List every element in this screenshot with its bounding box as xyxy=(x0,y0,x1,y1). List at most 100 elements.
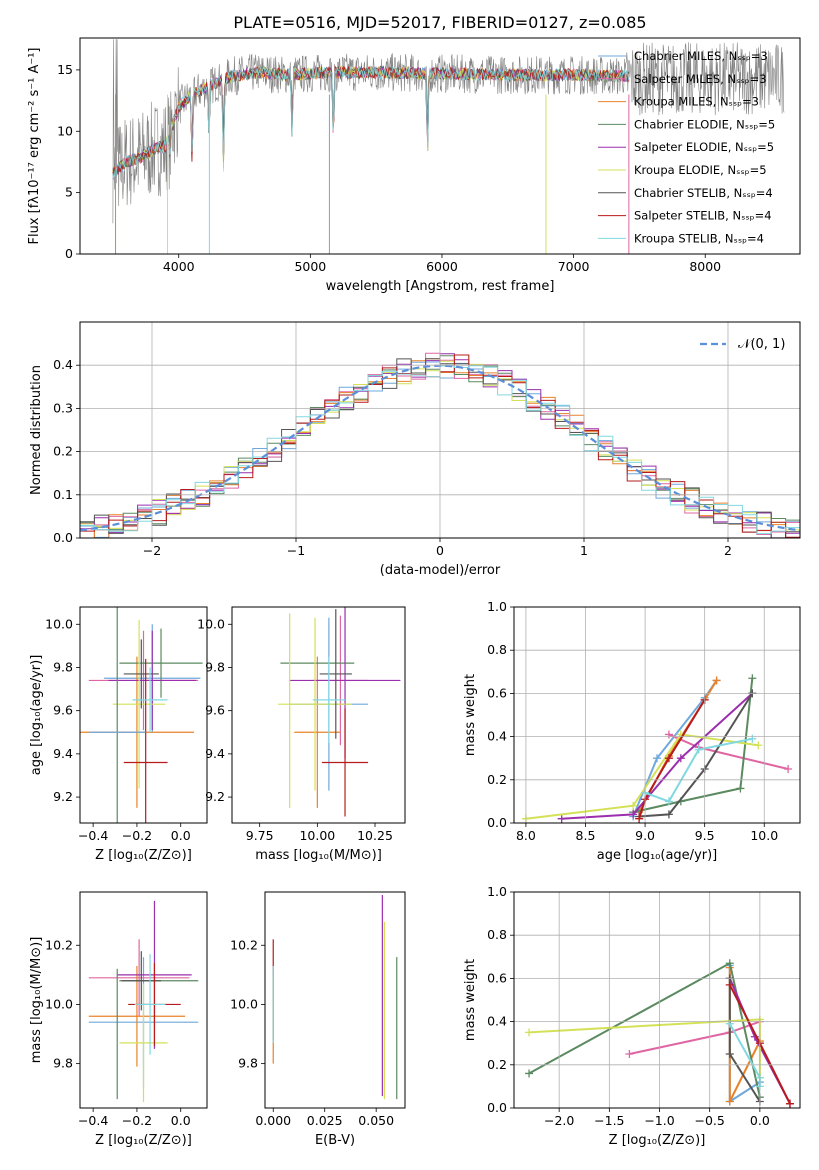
spectrum-panel: Chabrier MILES, Nₛₛₚ=3 Salpeter MILES, Nₛ… xyxy=(27,37,801,294)
y-axis-label: Normed distribution xyxy=(29,365,44,495)
y-tick-label: 0 xyxy=(65,246,73,261)
y-tick-label: 1.0 xyxy=(487,599,507,614)
axes-frame xyxy=(79,37,801,255)
weight-line-chabrier_stelib xyxy=(639,692,754,818)
y-tick-label: 9.8 xyxy=(205,659,225,674)
legend-label: Kroupa ELODIE, Nₛₛₚ=5 xyxy=(634,163,767,177)
legend-label: Salpeter ELODIE, Nₛₛₚ=5 xyxy=(634,140,774,154)
y-tick-label: 9.8 xyxy=(238,1056,258,1071)
plot-area xyxy=(278,607,401,817)
weight-point xyxy=(785,1099,794,1108)
weight-point xyxy=(653,754,661,763)
legend-label: Kroupa STELIB, Nₛₛₚ=4 xyxy=(634,231,764,245)
y-tick-label: 1.0 xyxy=(487,884,507,899)
axes-frame xyxy=(231,606,406,824)
y-tick-label: 9.4 xyxy=(53,746,73,761)
y-tick-label: 0.0 xyxy=(487,815,507,830)
x-tick-label: 0.050 xyxy=(358,1113,394,1128)
x-tick-label: 8.5 xyxy=(576,828,596,843)
y-tick-label: 0.1 xyxy=(53,487,73,502)
x-tick-label: 2 xyxy=(724,543,732,558)
weight_vs_Z-panel: −2.0 −1.5 −1.0 −0.5 0.0 0.0 0.2 0.4 0.6 0.8 1.0 Z [… xyxy=(463,884,801,1148)
x-tick-label: 10.25 xyxy=(357,828,393,843)
weight_vs_age-panel: 8.0 8.5 9.0 9.5 10.0 0.0 0.2 0.4 0.6 0.8 1.0 age [l… xyxy=(463,599,801,863)
y-tick-label: 10.0 xyxy=(230,996,258,1011)
x-tick-label: 7000 xyxy=(558,259,590,274)
y-tick-label: 9.6 xyxy=(205,703,225,718)
x-axis-label: (data-model)/error xyxy=(380,563,501,578)
y-tick-label: 0.3 xyxy=(53,400,73,415)
axes-frame xyxy=(79,891,208,1109)
y-tick-label: 10.2 xyxy=(230,937,258,952)
residual_distribution-panel: 𝒩(0, 1) −2 −1 0 1 2 0.0 0.1 0.2 0.3 0.4 (data-model… xyxy=(29,321,801,578)
x-tick-label: 0.0 xyxy=(171,828,191,843)
weight-line-kroupa_elodie xyxy=(525,733,759,820)
weight-point xyxy=(736,784,745,793)
weight-point xyxy=(525,1028,534,1037)
plot-area xyxy=(112,39,785,254)
x-tick-label: −0.2 xyxy=(122,828,152,843)
mass_vs_ebv-panel: 0.000 0.025 0.050 9.8 10.0 10.2 E(B-V) xyxy=(230,891,406,1148)
axes-frame xyxy=(513,891,801,1109)
axes-frame xyxy=(513,606,801,824)
weight-point xyxy=(557,814,566,823)
y-axis-label: Flux [fλ10⁻¹⁷ erg cm⁻² s⁻¹ A⁻¹] xyxy=(27,48,42,245)
x-tick-label: 0.0 xyxy=(171,1113,191,1128)
y-tick-label: 9.8 xyxy=(53,1056,73,1071)
x-tick-label: 4000 xyxy=(163,259,195,274)
x-axis-label: E(B-V) xyxy=(315,1133,355,1148)
x-tick-label: −1.5 xyxy=(594,1113,624,1128)
x-tick-label: −2.0 xyxy=(544,1113,574,1128)
weight-point xyxy=(629,801,638,810)
y-tick-label: 15 xyxy=(57,62,73,77)
x-tick-label: −1.0 xyxy=(644,1113,674,1128)
legend-label: Salpeter STELIB, Nₛₛₚ=4 xyxy=(634,209,772,223)
weight-line-chabrier_elodie xyxy=(632,678,754,814)
x-tick-label: 8000 xyxy=(689,259,721,274)
axes-frame xyxy=(79,606,208,824)
y-tick-label: 0.4 xyxy=(53,357,73,372)
weight-point xyxy=(635,814,644,823)
y-tick-label: 0.8 xyxy=(487,642,507,657)
x-axis-label: Z [log₁₀(Z/Z⊙)] xyxy=(95,848,192,863)
y-tick-label: 9.2 xyxy=(53,789,73,804)
axes-frame xyxy=(264,891,406,1109)
weight-point xyxy=(725,959,734,968)
plot-area xyxy=(272,894,398,1100)
weight-point xyxy=(664,810,673,819)
legend-label: Kroupa MILES, Nₛₛₚ=3 xyxy=(634,95,759,109)
y-tick-label: 10 xyxy=(57,123,73,138)
weight-point xyxy=(694,745,703,754)
x-axis-label: mass [log₁₀(M/M⊙)] xyxy=(255,848,382,863)
weight-point xyxy=(664,754,673,763)
y-tick-label: 0.0 xyxy=(487,1100,507,1115)
x-tick-label: 9.5 xyxy=(695,828,715,843)
x-tick-label: 6000 xyxy=(426,259,458,274)
legend-label: Salpeter MILES, Nₛₛₚ=3 xyxy=(634,72,767,86)
x-tick-label: 0.000 xyxy=(255,1113,291,1128)
plot-area xyxy=(80,607,203,823)
x-tick-label: −1 xyxy=(287,543,305,558)
age_vs_Z-panel: −0.4 −0.2 0.0 9.2 9.4 9.6 9.8 10.0 Z [log₁₀(Z/Z⊙… xyxy=(29,606,208,863)
x-tick-label: −0.2 xyxy=(122,1113,152,1128)
x-tick-label: −2 xyxy=(143,543,161,558)
y-tick-label: 0.8 xyxy=(487,927,507,942)
weight-point xyxy=(754,741,763,750)
age_vs_mass-panel: 9.75 10.00 10.25 9.2 9.4 9.6 9.8 10.0 mass [log₁… xyxy=(197,606,406,863)
y-tick-label: 0.0 xyxy=(53,530,73,545)
x-tick-label: −0.5 xyxy=(695,1113,725,1128)
y-tick-label: 9.2 xyxy=(205,789,225,804)
y-tick-label: 10.0 xyxy=(45,996,73,1011)
legend-label: Chabrier MILES, Nₛₛₚ=3 xyxy=(634,49,768,63)
weight-point xyxy=(625,1050,634,1058)
axes-frame xyxy=(79,321,801,539)
chart-title: PLATE=0516, MJD=52017, FIBERID=0127, z=0… xyxy=(233,13,646,32)
y-tick-label: 10.0 xyxy=(45,616,73,631)
plot-area xyxy=(88,900,199,1103)
y-tick-label: 0.6 xyxy=(487,970,507,985)
x-tick-label: 0.025 xyxy=(307,1113,343,1128)
weight-line-salpeter_elodie xyxy=(561,692,753,820)
x-axis-label: Z [log₁₀(Z/Z⊙)] xyxy=(609,1133,706,1148)
x-tick-label: 9.75 xyxy=(246,828,274,843)
